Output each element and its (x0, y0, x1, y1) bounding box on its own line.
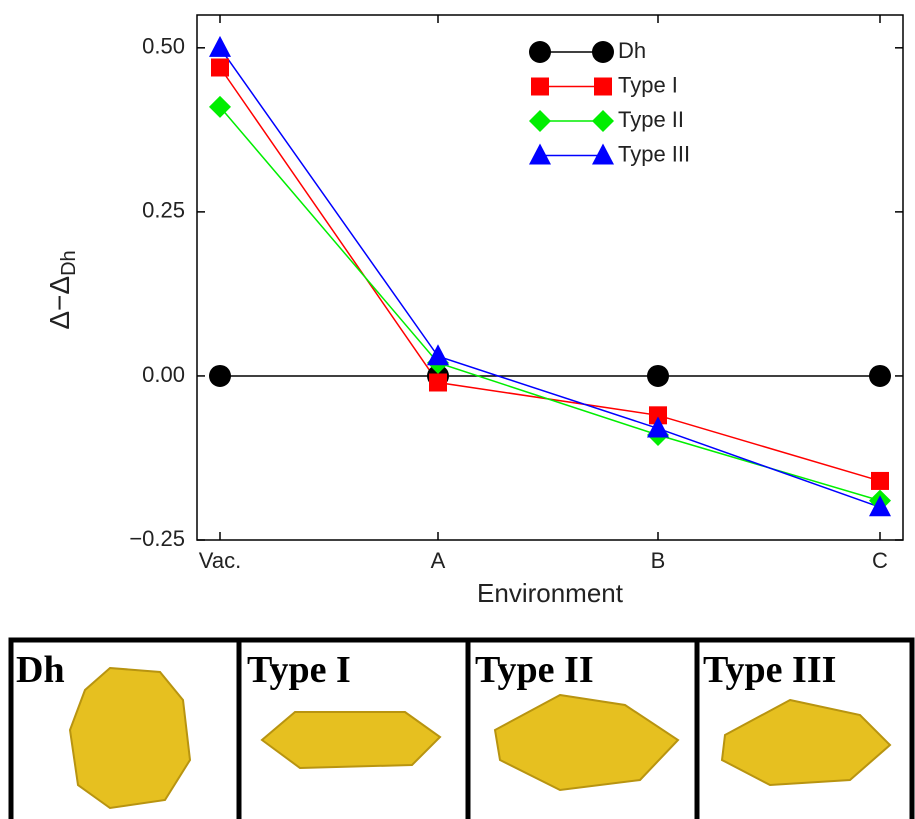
particle-image (720, 698, 892, 787)
x-tick-label: B (651, 548, 666, 573)
x-tick-label: A (431, 548, 446, 573)
series-line (219, 106, 881, 502)
x-tick-label: C (872, 548, 888, 573)
x-axis-label: Environment (477, 578, 624, 608)
series-line (219, 67, 881, 482)
legend-marker (592, 41, 614, 63)
panel-frame (8, 637, 915, 819)
particle-image (68, 666, 192, 810)
legend-label: Type II (618, 107, 684, 132)
panel-label: Type II (475, 649, 594, 691)
panel-label: Dh (16, 649, 65, 691)
x-tick-label: Vac. (199, 548, 241, 573)
legend-marker (592, 110, 614, 132)
legend-label: Type I (618, 72, 678, 97)
y-axis-label: Δ−ΔDh (44, 250, 80, 329)
data-point (209, 364, 231, 387)
data-point (869, 495, 891, 517)
data-point (869, 364, 891, 387)
data-point (211, 58, 229, 77)
data-point (871, 471, 889, 490)
y-axis-label-sub: Dh (58, 250, 80, 276)
y-tick-label: 0.50 (142, 34, 185, 59)
data-point (647, 416, 669, 438)
y-axis-label-main: Δ−Δ (44, 276, 75, 330)
legend-marker (529, 143, 551, 165)
plot-frame (196, 14, 904, 541)
data-point (647, 364, 669, 387)
y-tick-label: 0.25 (142, 198, 185, 223)
particle-image (260, 711, 442, 770)
legend-marker (529, 110, 551, 132)
panels: Dh Type I Type II Type III (8, 637, 915, 819)
data-point (209, 95, 231, 118)
data-point (427, 344, 449, 366)
legend-marker (594, 77, 612, 96)
legend-marker (592, 143, 614, 165)
particle-image (493, 693, 680, 792)
series-line (219, 47, 881, 508)
data-point (649, 406, 667, 425)
y-tick-label: 0.00 (142, 362, 185, 387)
legend-marker (531, 77, 549, 96)
legend-label: Type III (618, 141, 690, 166)
panel-label: Type I (247, 649, 351, 691)
legend-marker (529, 41, 551, 63)
panel-label: Type III (703, 649, 836, 691)
legend-label: Dh (618, 38, 646, 63)
data-point (429, 373, 447, 392)
y-tick-label: −0.25 (129, 526, 185, 551)
data-point (209, 35, 231, 57)
